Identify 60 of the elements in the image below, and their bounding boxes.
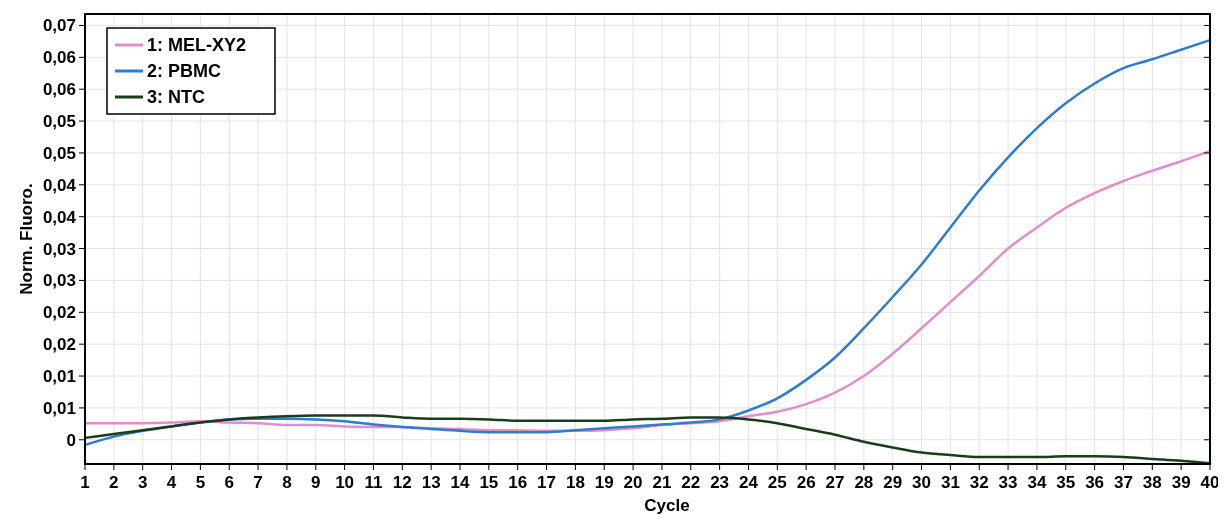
x-tick-label: 29 [883, 473, 903, 492]
x-tick-label: 39 [1171, 473, 1191, 492]
x-tick-label: 9 [311, 473, 321, 492]
x-tick-label: 23 [710, 473, 730, 492]
x-tick-label: 24 [739, 473, 759, 492]
legend-label: 3: NTC [147, 87, 205, 108]
x-tick-label: 12 [392, 473, 412, 492]
x-tick-label: 35 [1056, 473, 1076, 492]
x-tick-label: 33 [998, 473, 1018, 492]
line-series [83, 414, 1212, 465]
x-tick-label: 19 [594, 473, 614, 492]
legend-label: 1: MEL-XY2 [147, 35, 247, 56]
x-tick-label: 17 [537, 473, 556, 492]
x-tick-label: 1 [80, 473, 90, 492]
x-tick-label: 13 [421, 473, 441, 492]
x-tick-label: 37 [1114, 473, 1133, 492]
y-tick-label: 0 [66, 430, 76, 450]
x-tick-label: 25 [767, 473, 787, 492]
x-axis-title: Cycle [644, 496, 690, 515]
x-tick-label: 2 [109, 473, 119, 492]
x-tick-label: 22 [681, 473, 701, 492]
x-tick-label: 11 [364, 473, 383, 492]
x-tick-label: 7 [253, 473, 263, 492]
x-tick-label: 16 [508, 473, 528, 492]
x-tick-label: 8 [282, 473, 292, 492]
x-tick-label: 30 [912, 473, 931, 492]
y-tick-label: 0,05 [42, 143, 76, 163]
y-tick-label: 0,04 [42, 207, 77, 227]
x-tick-label: 28 [854, 473, 874, 492]
x-tick-label: 10 [335, 473, 355, 492]
y-tick-label: 0,06 [42, 80, 76, 100]
x-tick-label: 6 [224, 473, 234, 492]
x-tick-label: 26 [796, 473, 816, 492]
y-tick-label: 0,04 [42, 175, 77, 195]
x-tick-label: 14 [450, 473, 470, 492]
y-tick-label: 0,03 [42, 239, 76, 259]
x-tick-label: 20 [623, 473, 643, 492]
x-tick-label: 36 [1085, 473, 1105, 492]
y-tick-label: 0,03 [42, 271, 76, 291]
y-tick-label: 0,07 [42, 16, 76, 36]
x-tick-label: 3 [137, 473, 148, 492]
x-tick-label: 18 [565, 473, 585, 492]
legend-label: 2: PBMC [147, 61, 222, 82]
x-tick-label: 32 [969, 473, 989, 492]
y-tick-label: 0,06 [42, 48, 76, 68]
x-tick-label: 38 [1142, 473, 1162, 492]
y-tick-label: 0,01 [42, 398, 76, 418]
x-tick-label: 27 [825, 473, 845, 492]
x-tick-label: 15 [479, 473, 499, 492]
y-tick-label: 0,01 [42, 366, 76, 386]
x-tick-label: 40 [1200, 473, 1220, 492]
x-tick-label: 4 [166, 473, 177, 492]
x-tick-label: 21 [652, 473, 672, 492]
y-tick-label: 0,02 [42, 303, 76, 323]
x-tick-label: 31 [940, 473, 960, 492]
x-tick-label: 34 [1027, 473, 1047, 492]
y-tick-label: 0,02 [42, 335, 76, 355]
x-tick-label: 5 [195, 473, 206, 492]
y-tick-label: 0,05 [42, 112, 76, 132]
y-axis-title: Norm. Fluoro. [17, 183, 36, 295]
